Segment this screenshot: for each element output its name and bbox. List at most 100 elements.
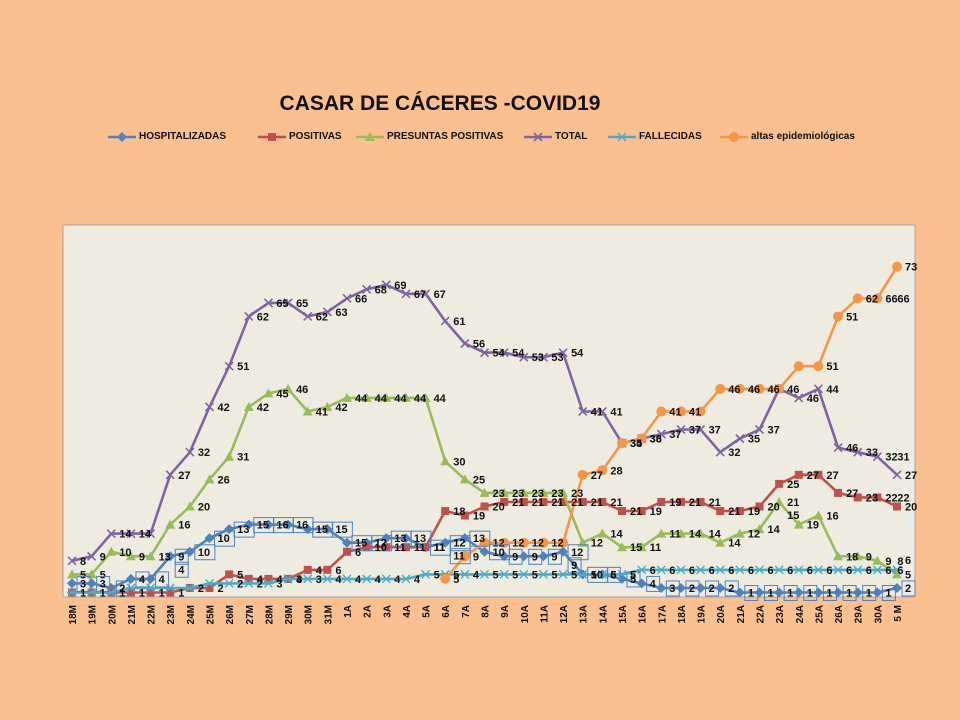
data-label: 10: [375, 542, 387, 554]
x-tick-label: 20M: [107, 605, 118, 624]
data-label: 9: [100, 551, 106, 563]
data-label: 5: [905, 569, 911, 581]
data-point: [342, 293, 352, 303]
legend-label: POSITIVAS: [289, 131, 342, 142]
data-point: [754, 565, 765, 575]
data-label: 4: [355, 574, 362, 586]
data-label: 27: [905, 470, 917, 482]
data-label: 37: [768, 425, 780, 437]
data-label-box: [744, 584, 759, 601]
data-label: 2: [119, 583, 125, 595]
data-point: [441, 507, 450, 516]
data-label: 6: [748, 565, 754, 577]
data-point: [872, 565, 883, 575]
data-point: [243, 578, 254, 588]
data-point: [656, 528, 667, 538]
data-point: [362, 543, 371, 552]
x-tick-label: 18M: [68, 605, 79, 624]
data-label: 12: [375, 538, 387, 550]
data-label: 14: [728, 538, 741, 550]
data-label: 54: [493, 348, 506, 360]
data-point: [656, 565, 667, 575]
x-tick-label: 20A: [716, 605, 727, 623]
data-point: [185, 447, 195, 457]
x-tick-label: 21M: [127, 605, 138, 624]
data-point: [892, 470, 902, 480]
data-label: 3: [276, 578, 282, 590]
data-point: [106, 587, 117, 597]
data-point: [499, 348, 509, 358]
data-point: [184, 501, 195, 511]
data-point: [774, 587, 785, 598]
data-label: 12: [748, 529, 760, 541]
data-point: [365, 132, 375, 141]
series-hospitalizadas: [67, 519, 902, 598]
data-label: 30: [453, 456, 465, 468]
data-point: [86, 587, 97, 597]
x-tick-label: 11A: [539, 605, 550, 623]
data-point: [834, 488, 843, 497]
data-label: 2: [905, 583, 911, 595]
data-label: 51: [846, 311, 858, 323]
data-label: 22: [885, 492, 897, 504]
data-label: 6: [709, 565, 715, 577]
data-label: 14: [689, 529, 702, 541]
data-point: [754, 524, 765, 534]
data-label: 31: [897, 452, 909, 464]
data-label-box: [214, 530, 235, 547]
data-point: [695, 582, 706, 593]
data-label-box: [783, 584, 798, 601]
data-point: [224, 361, 234, 371]
data-label-box: [508, 548, 523, 565]
data-label: 41: [316, 406, 328, 418]
data-point: [833, 565, 844, 575]
x-tick-label: 22A: [756, 605, 767, 623]
data-label: 15: [355, 538, 367, 550]
data-label: 4: [276, 574, 283, 586]
data-label: 51: [826, 361, 838, 373]
data-point: [361, 574, 372, 584]
data-label-box: [194, 544, 216, 561]
x-tick-label: 8A: [481, 605, 492, 618]
data-label: 4: [375, 574, 382, 586]
data-label: 3: [669, 583, 675, 595]
data-label: 3: [80, 578, 86, 590]
data-label: 6: [335, 565, 341, 577]
data-label-box: [174, 561, 189, 578]
data-point: [381, 280, 391, 290]
data-point: [598, 497, 607, 506]
data-label: 15: [630, 542, 642, 554]
data-label: 5: [532, 569, 538, 581]
data-label: 9: [178, 551, 184, 563]
data-label: 21: [551, 497, 563, 509]
data-point: [479, 348, 490, 358]
data-label: 11: [434, 542, 446, 554]
data-label-box: [862, 584, 877, 601]
data-label: 14: [119, 529, 132, 541]
data-label: 34: [630, 438, 643, 450]
data-label: 44: [375, 393, 388, 405]
data-point: [617, 542, 627, 552]
plot-area: [62, 224, 916, 598]
data-point: [382, 543, 391, 552]
data-label: 61: [453, 316, 465, 328]
data-point: [381, 574, 392, 584]
data-label: 4: [650, 578, 657, 590]
data-label: 63: [335, 307, 347, 319]
data-label-box: [469, 530, 491, 547]
data-label: 65: [296, 298, 308, 310]
data-label: 9: [139, 551, 145, 563]
data-label-box: [155, 571, 170, 588]
data-label: 2: [728, 583, 734, 595]
data-point: [676, 497, 685, 506]
data-point: [106, 529, 116, 539]
data-point: [283, 298, 293, 308]
data-label-box: [901, 580, 916, 597]
data-label: 65: [276, 298, 288, 310]
data-label-box: [174, 548, 189, 565]
data-label-box: [528, 548, 543, 565]
legend-label: PRESUNTAS POSITIVAS: [387, 131, 504, 142]
data-point: [538, 487, 549, 497]
data-point: [538, 569, 549, 579]
